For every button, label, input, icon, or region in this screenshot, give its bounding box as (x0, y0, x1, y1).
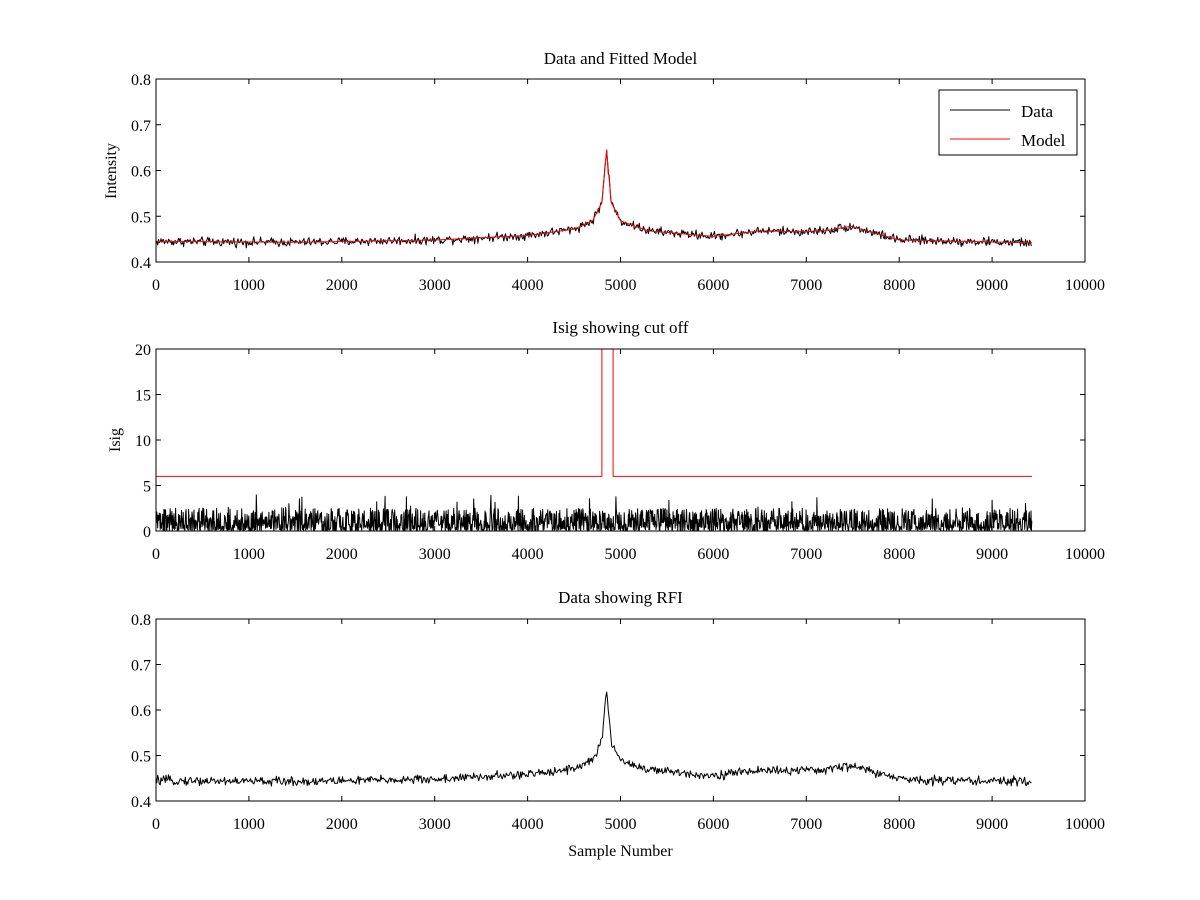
x-tick-label: 1000 (233, 277, 265, 294)
series-layer (155, 149, 1033, 249)
x-tick-label: 7000 (790, 546, 822, 563)
legend-box (938, 89, 1078, 156)
x-tick-label: 4000 (512, 277, 544, 294)
legend-label-model: Model (1021, 131, 1066, 150)
y-tick-label: 0.5 (131, 749, 151, 766)
series-isig (155, 494, 1033, 532)
panel-data-and-fitted-model: Data and Fitted Model Intensity 0 1000 200… (103, 49, 1105, 294)
x-tick-label: 4000 (512, 816, 544, 833)
series-layer (155, 691, 1032, 787)
legend-label-data: Data (1021, 102, 1054, 121)
x-tick-label: 10000 (1065, 546, 1105, 563)
x-tick-label: 8000 (883, 277, 915, 294)
y-tick-label: 0.6 (131, 164, 151, 181)
panel-isig-showing-cut-off: Isig showing cut off Isig 0 1000 2000 3000 4… (107, 318, 1105, 563)
y-tick-label: 0.6 (131, 703, 151, 720)
y-tick-label: 15 (135, 388, 151, 405)
x-tick-label: 0 (152, 546, 160, 563)
tick-layer: 0 1000 2000 3000 4000 5000 6000 7000 8000 9000 100… (135, 342, 1105, 563)
x-tick-label: 5000 (605, 816, 637, 833)
y-tick-label: 20 (135, 342, 151, 359)
y-axis-label: Isig (107, 428, 124, 452)
x-tick-label: 2000 (326, 816, 358, 833)
x-tick-label: 7000 (790, 816, 822, 833)
x-tick-label: 8000 (883, 546, 915, 563)
y-tick-label: 0 (143, 524, 151, 541)
x-tick-label: 5000 (605, 546, 637, 563)
series-model (155, 149, 1033, 244)
x-tick-label: 2000 (326, 277, 358, 294)
x-tick-label: 1000 (233, 546, 265, 563)
x-tick-label: 8000 (883, 816, 915, 833)
x-tick-label: 9000 (976, 816, 1008, 833)
y-tick-label: 0.4 (131, 794, 151, 811)
series-data (155, 149, 1032, 249)
series-cut-off (156, 348, 1032, 477)
x-tick-label: 6000 (697, 816, 729, 833)
y-tick-label: 10 (135, 433, 151, 450)
legend: Data Model (938, 89, 1078, 156)
y-tick-label: 0.7 (131, 118, 151, 135)
series-data (155, 691, 1032, 787)
series-layer (155, 348, 1033, 532)
plot-frame (155, 348, 1086, 532)
x-tick-label: 9000 (976, 546, 1008, 563)
x-tick-label: 3000 (419, 546, 451, 563)
y-tick-label: 0.8 (131, 72, 151, 89)
x-tick-label: 0 (152, 277, 160, 294)
x-tick-label: 3000 (419, 277, 451, 294)
x-tick-label: 9000 (976, 277, 1008, 294)
tick-layer: 0 1000 2000 3000 4000 5000 6000 7000 8000 9000 100… (131, 612, 1105, 833)
x-tick-label: 4000 (512, 546, 544, 563)
x-tick-label: 6000 (697, 277, 729, 294)
x-tick-label: 0 (152, 816, 160, 833)
chart-title: Isig showing cut off (552, 318, 688, 337)
y-tick-label: 0.7 (131, 658, 151, 675)
x-tick-label: 1000 (233, 816, 265, 833)
y-tick-label: 0.8 (131, 612, 151, 629)
chart-title: Data and Fitted Model (544, 49, 698, 68)
x-tick-label: 6000 (697, 546, 729, 563)
y-tick-label: 0.4 (131, 255, 151, 272)
x-tick-label: 2000 (326, 546, 358, 563)
x-tick-label: 10000 (1065, 277, 1105, 294)
y-axis-label: Intensity (103, 143, 120, 199)
chart-title: Data showing RFI (558, 588, 683, 607)
y-tick-label: 0.5 (131, 209, 151, 226)
tick-layer: 0 1000 2000 3000 4000 5000 6000 7000 8000 9000 100… (131, 72, 1105, 294)
panel-data-showing-rfi: Data showing RFI Sample Number 0 1000 2000… (131, 588, 1105, 860)
x-tick-label: 3000 (419, 816, 451, 833)
x-tick-label: 10000 (1065, 816, 1105, 833)
x-tick-label: 5000 (605, 277, 637, 294)
x-tick-label: 7000 (790, 277, 822, 294)
y-tick-label: 5 (143, 479, 151, 496)
x-axis-label: Sample Number (568, 843, 673, 860)
plot-frame (155, 618, 1086, 802)
